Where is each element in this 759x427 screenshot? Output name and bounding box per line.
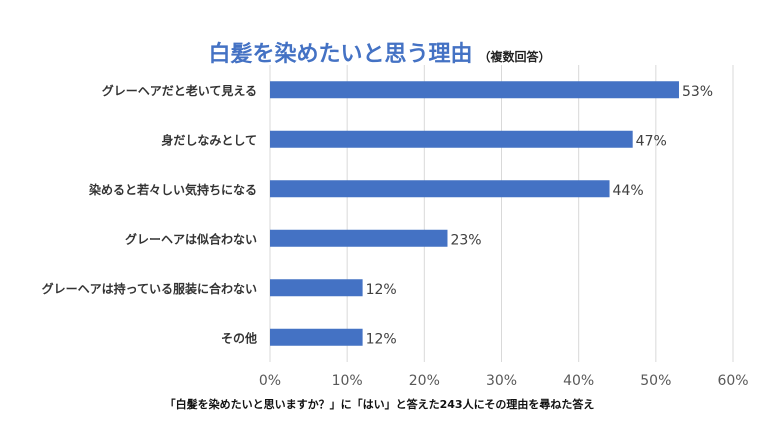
data-label: 12% (366, 282, 397, 298)
x-tick-label: 60% (717, 373, 748, 389)
data-label: 23% (450, 232, 481, 248)
chart-title: 白髪を染めたいと思う理由 (208, 42, 473, 67)
category-label: 染めると若々しい気持ちになる (88, 182, 257, 197)
category-label: グレーヘアは持っている服装に合わない (42, 281, 257, 296)
x-tick-label: 20% (409, 373, 440, 389)
bar (270, 229, 448, 247)
x-tick-label: 0% (259, 373, 281, 389)
data-label: 12% (366, 331, 397, 347)
chart-title-block: 白髪を染めたいと思う理由 （複数回答） (0, 36, 759, 68)
data-label: 53% (682, 84, 713, 100)
chart-subtitle: （複数回答） (478, 50, 551, 64)
category-label: グレーヘアは似合わない (125, 231, 257, 246)
x-tick-label: 30% (486, 373, 517, 389)
bar (270, 180, 610, 198)
x-tick-label: 10% (332, 373, 363, 389)
x-tick-label: 40% (563, 373, 594, 389)
bar (270, 81, 679, 99)
bar (270, 279, 363, 297)
data-label: 47% (636, 133, 667, 149)
category-label: その他 (221, 330, 257, 345)
x-tick-label: 50% (640, 373, 671, 389)
chart-footnote: 「白髪を染めたいと思いますか？」に「はい」と答えた243人にその理由を尋ねた答え (164, 398, 595, 411)
category-label: グレーヘアだと老いて見える (102, 83, 257, 98)
bar (270, 130, 633, 148)
data-label: 44% (613, 183, 644, 199)
category-label: 身だしなみとして (161, 132, 257, 147)
bar (270, 328, 363, 346)
